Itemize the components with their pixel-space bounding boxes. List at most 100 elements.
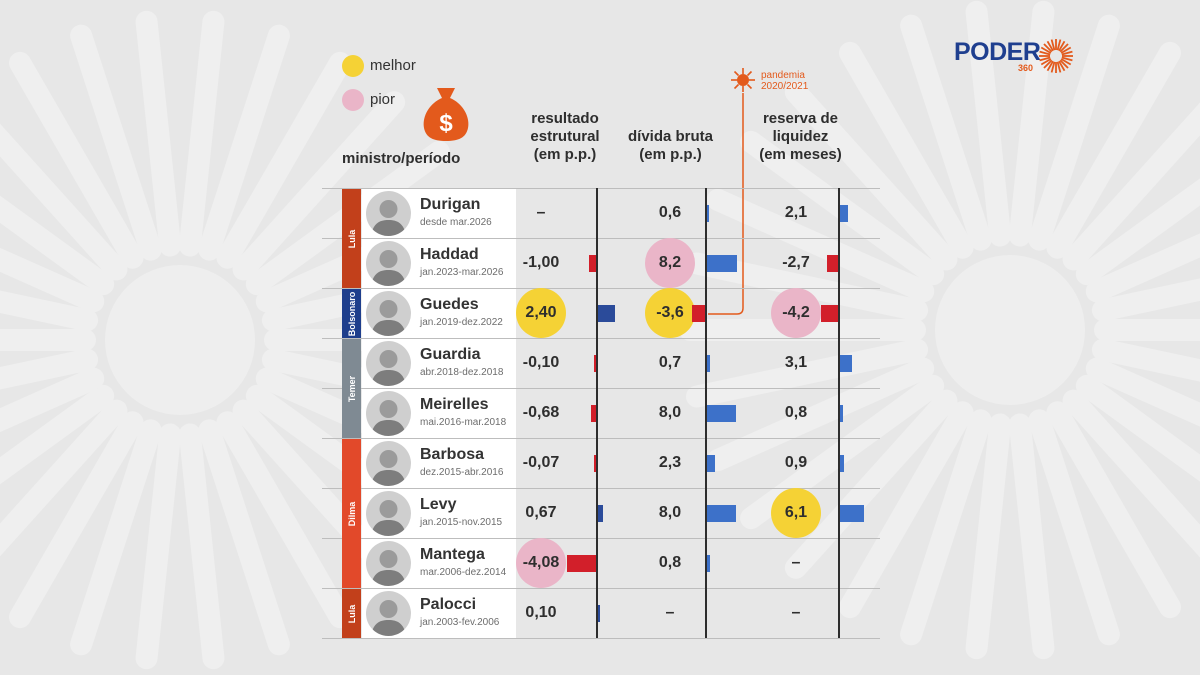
minister-period: jan.2023-mar.2026: [420, 267, 504, 278]
resultado-bar: [598, 505, 603, 522]
header-reserva-line2: liquidez: [772, 128, 829, 145]
resultado-value: -1,00: [522, 254, 560, 271]
header-divida-line1: dívida bruta: [627, 128, 713, 145]
minister-period: jan.2003-fev.2006: [420, 617, 500, 628]
resultado-bar: [594, 455, 596, 472]
reserva-value: -2,7: [782, 254, 810, 271]
legend-melhor-label: melhor: [370, 57, 416, 74]
resultado-bar: [598, 605, 600, 622]
row-divider: [322, 338, 880, 339]
minister-cell: Palocci jan.2003-fev.2006: [362, 589, 516, 638]
divida-value: 8,0: [658, 404, 682, 421]
minister-cell: Guedes jan.2019-dez.2022: [362, 289, 516, 338]
party-label: Dilma: [346, 501, 357, 526]
reserva-value: 0,8: [784, 404, 808, 421]
logo-sub: 360: [1018, 63, 1034, 73]
resultado-value: 0,10: [525, 604, 557, 621]
minister-photo: [366, 441, 411, 486]
reserva-bar: [827, 255, 838, 272]
minister-photo: [366, 541, 411, 586]
minister-period: mai.2016-mar.2018: [420, 417, 507, 428]
sun-icon: [1039, 39, 1073, 73]
person-icon: [371, 250, 406, 286]
minister-period: dez.2015-abr.2016: [420, 467, 504, 478]
row-divider: [322, 538, 880, 539]
minister-name: Guedes: [420, 296, 479, 313]
header-divida-line2: (em p.p.): [639, 146, 702, 163]
party-label: Bolsonaro: [346, 291, 357, 336]
divida-value: 0,7: [658, 354, 682, 371]
row-divider: [322, 588, 880, 589]
divida-highlight-melhor: [645, 288, 695, 338]
row-divider: [322, 488, 880, 489]
row-divider: [322, 238, 880, 239]
poder360-logo: PODER 360: [954, 38, 1084, 78]
reserva-axis: [838, 188, 840, 638]
party-bar: Lula: [342, 189, 361, 288]
header-reserva: reserva de liquidez (em meses): [748, 110, 853, 164]
minister-name: Haddad: [420, 246, 479, 263]
reserva-value: 0,9: [784, 454, 808, 471]
reserva-value: –: [791, 554, 801, 571]
minister-name: Durigan: [420, 196, 481, 213]
divida-bar: [707, 555, 710, 572]
divida-value: 2,3: [658, 454, 682, 471]
person-icon: [371, 500, 406, 536]
divida-value: –: [665, 604, 675, 621]
reserva-bar: [840, 455, 844, 472]
resultado-value: 2,40: [525, 304, 557, 321]
reserva-value: 3,1: [784, 354, 808, 371]
minister-period: desde mar.2026: [420, 217, 492, 228]
party-bar: Dilma: [342, 439, 361, 588]
resultado-bar: [598, 305, 615, 322]
reserva-value: 2,1: [784, 204, 808, 221]
minister-period: jan.2015-nov.2015: [420, 517, 503, 528]
reserva-bar: [840, 355, 853, 372]
svg-text:$: $: [439, 110, 453, 137]
header-resultado-line1: resultado: [531, 110, 599, 127]
reserva-bar: [821, 305, 838, 322]
reserva-bar: [840, 205, 849, 222]
minister-period: jan.2019-dez.2022: [420, 317, 503, 328]
row-divider: [322, 388, 880, 389]
legend-pior-dot: [342, 89, 364, 111]
minister-cell: Meirelles mai.2016-mar.2018: [362, 389, 516, 438]
minister-name: Mantega: [420, 546, 485, 563]
divida-value: 8,2: [658, 254, 682, 271]
divida-bar: [707, 505, 736, 522]
minister-photo: [366, 241, 411, 286]
header-reserva-line1: reserva de: [762, 110, 839, 127]
pandemic-label-line1: pandemia: [761, 70, 805, 81]
person-icon: [371, 450, 406, 486]
resultado-bar: [589, 255, 596, 272]
divida-bar: [707, 205, 710, 222]
minister-photo: [366, 191, 411, 236]
virus-icon: [731, 68, 755, 92]
minister-photo: [366, 341, 411, 386]
resultado-bar: [591, 405, 596, 422]
divida-bar: [707, 255, 737, 272]
reserva-bar: [840, 405, 844, 422]
party-bar: Bolsonaro: [342, 289, 361, 338]
divida-value: -3,6: [656, 304, 684, 321]
minister-period: mar.2006-dez.2014: [420, 567, 507, 578]
minister-cell: Durigan desde mar.2026: [362, 189, 516, 238]
minister-name: Barbosa: [420, 446, 485, 463]
party-label: Lula: [346, 604, 357, 623]
divida-highlight-pior: [645, 238, 695, 288]
resultado-value: -0,10: [522, 354, 560, 371]
minister-cell: Levy jan.2015-nov.2015: [362, 489, 516, 538]
minister-name: Levy: [420, 496, 457, 513]
divida-bar: [692, 305, 705, 322]
header-resultado-line3: (em p.p.): [533, 146, 597, 163]
person-icon: [371, 350, 406, 386]
legend-melhor-dot: [342, 55, 364, 77]
divida-bar: [707, 455, 716, 472]
minister-name: Meirelles: [420, 396, 489, 413]
person-icon: [371, 600, 406, 636]
header-minister: ministro/período: [342, 150, 461, 167]
divida-value: 0,6: [658, 204, 682, 221]
divida-bar: [707, 405, 736, 422]
minister-cell: Mantega mar.2006-dez.2014: [362, 539, 516, 588]
row-divider: [322, 438, 880, 439]
